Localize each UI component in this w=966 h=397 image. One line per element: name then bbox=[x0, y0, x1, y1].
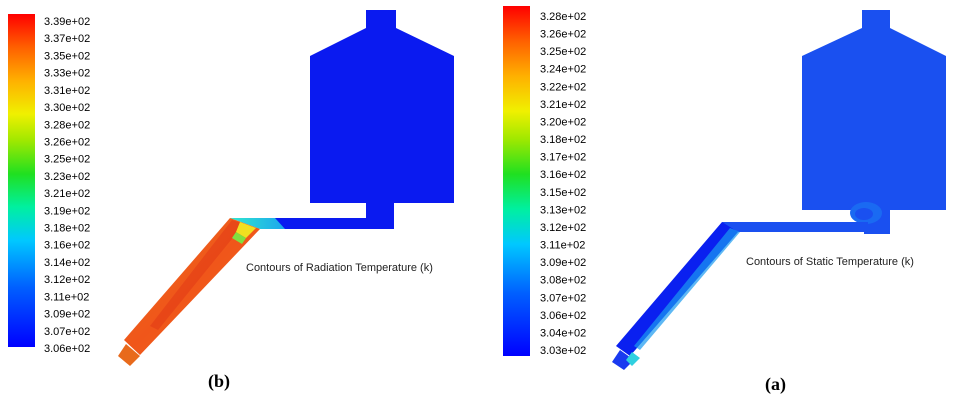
colorbar-tick-label: 3.16e+02 bbox=[540, 169, 586, 181]
colorbar-tick-label: 3.06e+02 bbox=[44, 343, 90, 355]
geometry-b bbox=[118, 10, 454, 366]
colorbar-tick-label: 3.21e+02 bbox=[44, 188, 90, 200]
colorbar-tick-label: 3.26e+02 bbox=[540, 29, 586, 41]
colorbar-tick-label: 3.08e+02 bbox=[540, 275, 586, 287]
colorbar-tick-label: 3.04e+02 bbox=[540, 327, 586, 339]
colorbar-tick-label: 3.25e+02 bbox=[44, 154, 90, 166]
panel-a: 3.28e+02 3.26e+02 3.25e+02 3.24e+02 3.22e+02… bbox=[503, 6, 946, 395]
colorbar-tick-label: 3.09e+02 bbox=[540, 257, 586, 269]
colorbar-tick-label: 3.31e+02 bbox=[44, 85, 90, 97]
colorbar-tick-label: 3.13e+02 bbox=[540, 204, 586, 216]
colorbar-tick-label: 3.20e+02 bbox=[540, 116, 586, 128]
colorbar-tick-label: 3.07e+02 bbox=[44, 326, 90, 338]
colorbar-tick-label: 3.16e+02 bbox=[44, 240, 90, 252]
colorbar-tick-label: 3.25e+02 bbox=[540, 46, 586, 58]
colorbar-tick-label: 3.06e+02 bbox=[540, 310, 586, 322]
colorbar-tick-label: 3.26e+02 bbox=[44, 136, 90, 148]
colorbar-tick-label: 3.39e+02 bbox=[44, 16, 90, 28]
colorbar-tick-label: 3.28e+02 bbox=[540, 11, 586, 23]
colorbar-tick-label: 3.12e+02 bbox=[44, 274, 90, 286]
colorbar-a bbox=[503, 6, 530, 356]
panel-a-caption: (a) bbox=[765, 374, 786, 395]
colorbar-b-labels: 3.39e+02 3.37e+02 3.35e+02 3.33e+02 3.31e+02… bbox=[44, 16, 90, 355]
colorbar-tick-label: 3.22e+02 bbox=[540, 81, 586, 93]
geometry-a bbox=[612, 10, 946, 370]
panel-b-caption: (b) bbox=[208, 371, 230, 392]
colorbar-tick-label: 3.33e+02 bbox=[44, 68, 90, 80]
colorbar-tick-label: 3.14e+02 bbox=[44, 257, 90, 269]
colorbar-tick-label: 3.37e+02 bbox=[44, 33, 90, 45]
colorbar-tick-label: 3.11e+02 bbox=[540, 240, 585, 252]
colorbar-tick-label: 3.15e+02 bbox=[540, 187, 586, 199]
colorbar-tick-label: 3.18e+02 bbox=[44, 223, 90, 235]
colorbar-tick-label: 3.09e+02 bbox=[44, 309, 90, 321]
colorbar-tick-label: 3.24e+02 bbox=[540, 64, 586, 76]
colorbar-tick-label: 3.35e+02 bbox=[44, 50, 90, 62]
panel-b-title: Contours of Radiation Temperature (k) bbox=[246, 262, 433, 274]
colorbar-tick-label: 3.23e+02 bbox=[44, 171, 90, 183]
colorbar-tick-label: 3.07e+02 bbox=[540, 292, 586, 304]
colorbar-tick-label: 3.21e+02 bbox=[540, 99, 586, 111]
colorbar-a-labels: 3.28e+02 3.26e+02 3.25e+02 3.24e+02 3.22e+02… bbox=[540, 11, 586, 357]
colorbar-tick-label: 3.18e+02 bbox=[540, 134, 586, 146]
colorbar-b bbox=[8, 14, 35, 347]
panel-a-title: Contours of Static Temperature (k) bbox=[746, 256, 914, 268]
colorbar-tick-label: 3.11e+02 bbox=[44, 291, 89, 303]
colorbar-tick-label: 3.30e+02 bbox=[44, 102, 90, 114]
colorbar-tick-label: 3.12e+02 bbox=[540, 222, 586, 234]
panel-b: 3.39e+02 3.37e+02 3.35e+02 3.33e+02 3.31e+02… bbox=[8, 10, 454, 392]
colorbar-tick-label: 3.28e+02 bbox=[44, 119, 90, 131]
colorbar-tick-label: 3.03e+02 bbox=[540, 345, 586, 357]
colorbar-tick-label: 3.19e+02 bbox=[44, 205, 90, 217]
colorbar-tick-label: 3.17e+02 bbox=[540, 152, 586, 164]
